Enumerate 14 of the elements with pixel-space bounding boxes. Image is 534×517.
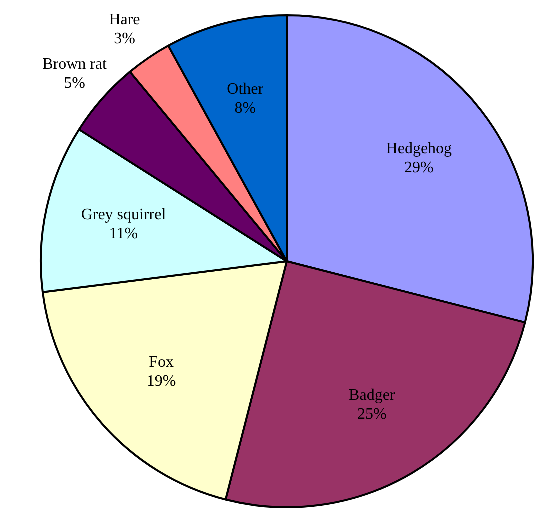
- data-label: 11%: [109, 226, 138, 243]
- slice-label: Grey squirrel: [81, 206, 167, 224]
- slice-label: Hare: [109, 11, 140, 28]
- data-label: 8%: [234, 100, 256, 118]
- data-label: 5%: [64, 75, 86, 92]
- data-label: 3%: [114, 30, 136, 48]
- slice-label: Other: [227, 81, 264, 98]
- data-label: 25%: [357, 406, 387, 424]
- slice-label: Hedgehog: [386, 140, 452, 158]
- slice-label: Badger: [349, 387, 396, 404]
- data-label: 29%: [404, 160, 434, 177]
- slice-label: Brown rat: [42, 56, 108, 74]
- slice-label: Fox: [149, 354, 174, 371]
- data-label: 19%: [146, 372, 176, 390]
